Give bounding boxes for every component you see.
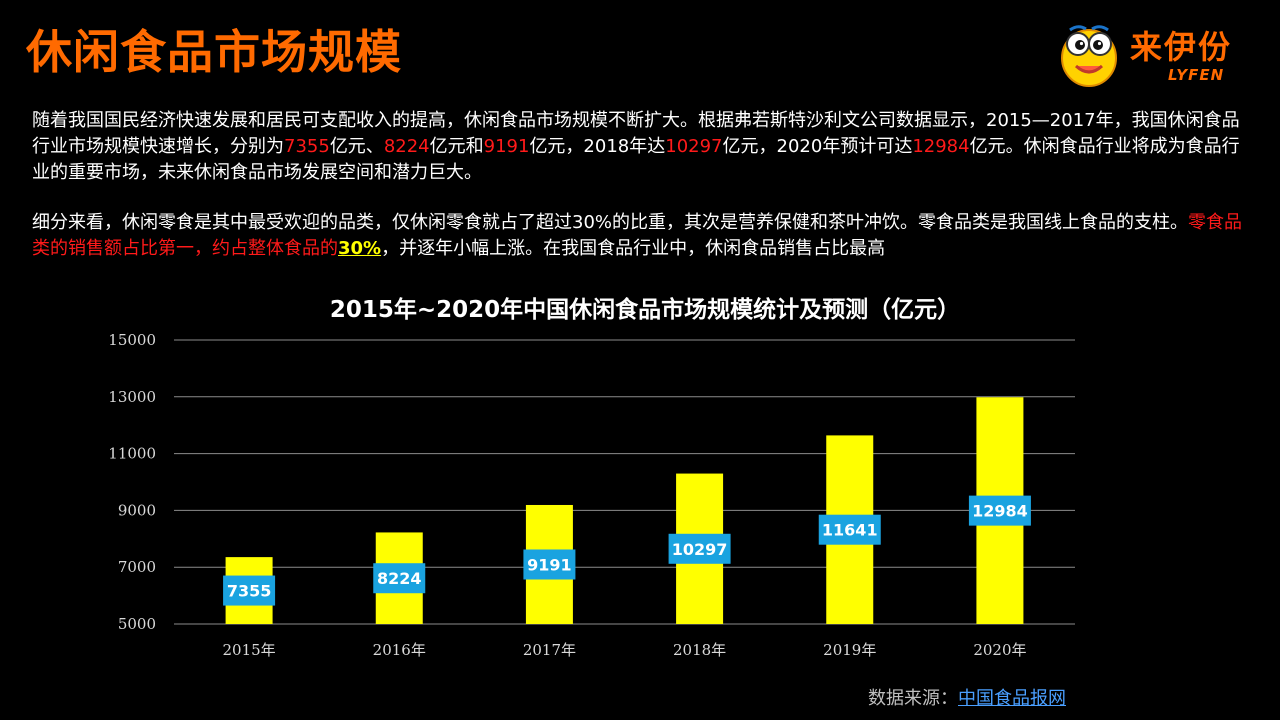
data-label-box	[668, 533, 731, 564]
x-tick-label: 2018年	[673, 641, 726, 659]
data-label-box	[373, 563, 426, 594]
para2-red-text: 零食品类的销售额占比第一，约占整体食品的	[32, 212, 1243, 259]
x-tick-label: 2015年	[222, 641, 275, 659]
data-label: 11641	[822, 521, 878, 540]
data-label: 8224	[377, 569, 422, 588]
value-2020: 12984	[912, 136, 970, 157]
data-label-box	[818, 514, 881, 545]
data-label: 12984	[972, 502, 1028, 521]
data-label: 9191	[527, 555, 572, 574]
para1-text-1: 随着我国国民经济快速发展和居民可支配收入的提高，休闲食品市场规模不断扩大。根据弗…	[32, 110, 1240, 157]
data-label-box	[223, 575, 276, 606]
x-tick-label: 2019年	[823, 641, 876, 659]
x-tick-label: 2016年	[373, 641, 426, 659]
data-label-box	[523, 549, 576, 580]
para1-text-5: 亿元，2020年预计可达	[722, 136, 913, 157]
value-2015: 7355	[284, 136, 330, 157]
y-tick-label: 7000	[118, 558, 156, 576]
y-tick-label: 5000	[118, 615, 156, 633]
chart-title: 2015年~2020年中国休闲食品市场规模统计及预测（亿元）	[329, 297, 961, 323]
slide-title: 休闲食品市场规模	[26, 25, 402, 79]
para2-text-1: 细分来看，休闲零食是其中最受欢迎的品类，仅休闲零食就占了超过30%的比重，其次是…	[32, 212, 1189, 233]
data-label-box	[968, 495, 1031, 526]
para1-text-2: 亿元、	[329, 136, 384, 157]
x-tick-label: 2020年	[973, 641, 1026, 659]
y-tick-label: 9000	[118, 501, 156, 519]
brand-logo: 来伊份 LYFEN	[1058, 20, 1258, 92]
para2-highlight: 30%	[338, 238, 382, 259]
value-2018: 10297	[665, 136, 723, 157]
para1-text-4: 亿元，2018年达	[529, 136, 666, 157]
segment-paragraph: 细分来看，休闲零食是其中最受欢迎的品类，仅休闲零食就占了超过30%的比重，其次是…	[32, 210, 1252, 262]
y-tick-label: 15000	[108, 331, 156, 349]
intro-paragraph: 随着我国国民经济快速发展和居民可支配收入的提高，休闲食品市场规模不断扩大。根据弗…	[32, 108, 1252, 186]
logo-subtitle: LYFEN	[1168, 66, 1225, 84]
chart-svg: 5000 7000 9000 11000 13000 15000 2015年 7355 2016…	[108, 331, 1075, 659]
para1-text-3: 亿元和	[429, 136, 484, 157]
para2-text-2: ，并逐年小幅上涨。在我国食品行业中，休闲食品销售占比最高	[381, 238, 886, 259]
source-link[interactable]: 中国食品报网	[958, 688, 1066, 709]
data-label: 10297	[672, 540, 728, 559]
market-size-chart: 2015年~2020年中国休闲食品市场规模统计及预测（亿元） 5000 7000 9…	[0, 280, 1280, 720]
mascot-icon	[1061, 25, 1117, 87]
value-2017: 9191	[483, 136, 530, 157]
data-label: 7355	[227, 582, 272, 601]
y-tick-label: 13000	[108, 388, 156, 406]
value-2016: 8224	[383, 136, 430, 157]
source-label: 数据来源：	[868, 688, 958, 709]
para1-text-6: 亿元。休闲食品行业将成为食品行业的重要市场，未来休闲食品市场发展空间和潜力巨大。	[32, 136, 1240, 183]
x-tick-label: 2017年	[523, 641, 576, 659]
y-tick-label: 11000	[108, 445, 156, 463]
data-source: 数据来源：中国食品报网	[868, 684, 1066, 710]
logo-name: 来伊份	[1130, 28, 1233, 66]
